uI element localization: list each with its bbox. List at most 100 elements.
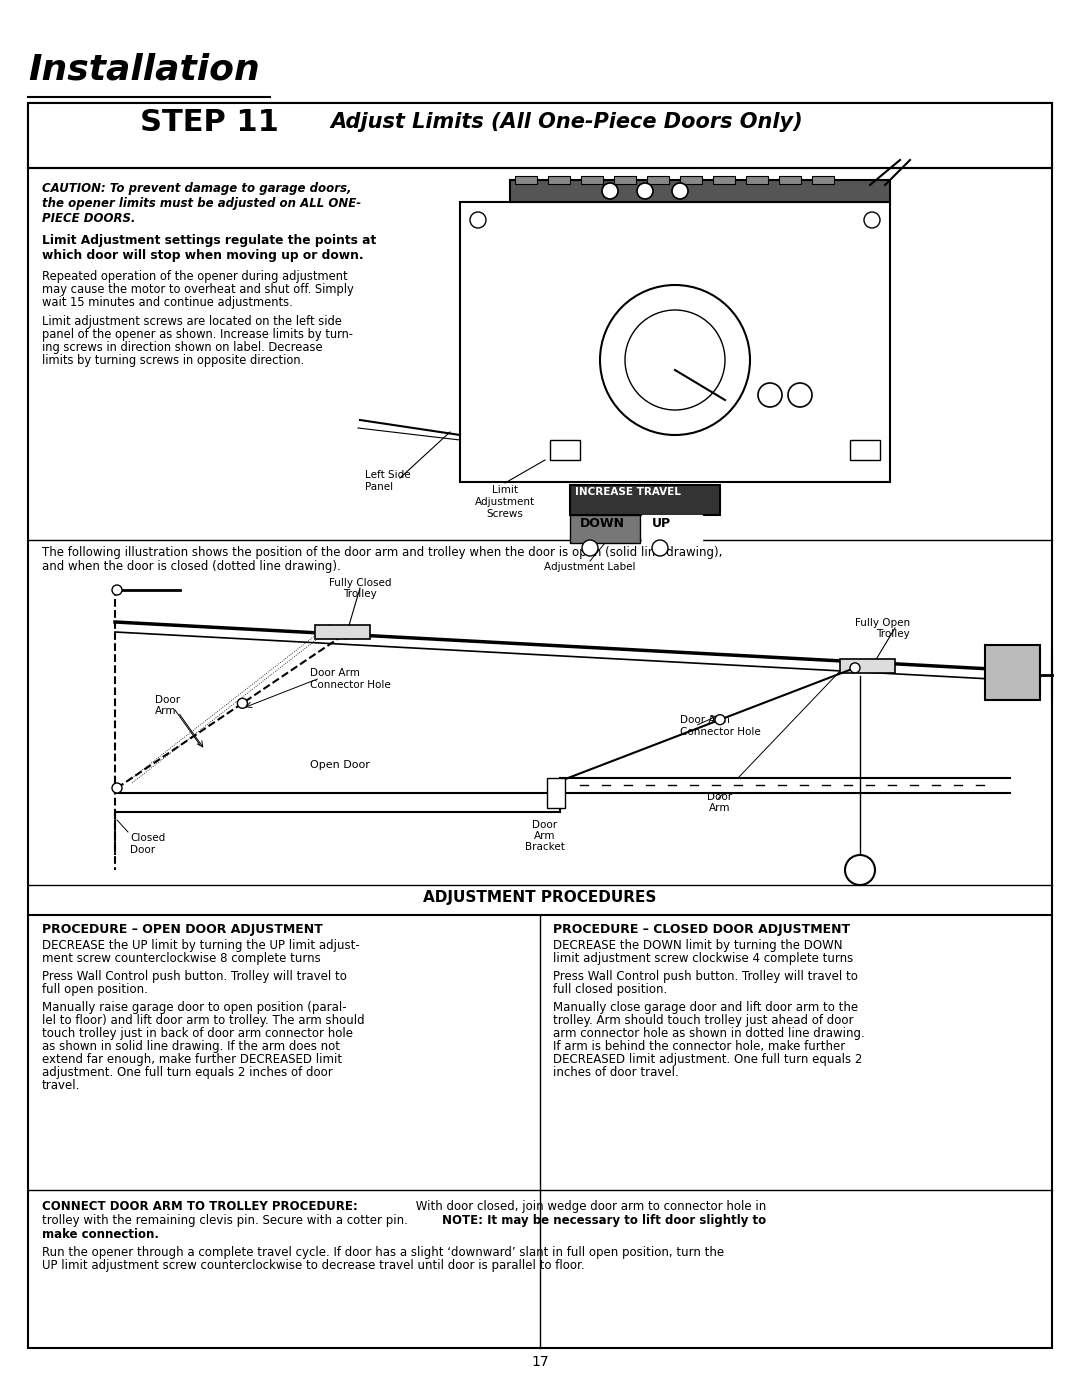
Text: Adjust Limits (All One-Piece Doors Only): Adjust Limits (All One-Piece Doors Only) <box>330 111 802 132</box>
Text: Manually raise garage door to open position (paral-: Manually raise garage door to open posit… <box>42 1001 347 1013</box>
Circle shape <box>864 212 880 228</box>
Text: The following illustration shows the position of the door arm and trolley when t: The following illustration shows the pos… <box>42 546 723 560</box>
Text: Trolley: Trolley <box>343 588 377 600</box>
Text: DECREASE the DOWN limit by turning the DOWN: DECREASE the DOWN limit by turning the D… <box>553 939 842 952</box>
Text: inches of door travel.: inches of door travel. <box>553 1066 678 1079</box>
Bar <box>570 485 720 516</box>
Text: CAUTION: To prevent damage to garage doors,: CAUTION: To prevent damage to garage doo… <box>42 182 351 195</box>
Text: Limit adjustment screws are located on the left side: Limit adjustment screws are located on t… <box>42 315 342 329</box>
Text: arm connector hole as shown in dotted line drawing.: arm connector hole as shown in dotted li… <box>553 1027 865 1040</box>
Bar <box>779 176 801 184</box>
Text: panel of the opener as shown. Increase limits by turn-: panel of the opener as shown. Increase l… <box>42 329 353 341</box>
Bar <box>515 176 537 184</box>
Text: Limit Adjustment settings regulate the points at: Limit Adjustment settings regulate the p… <box>42 234 376 248</box>
Text: may cause the motor to overheat and shut off. Simply: may cause the motor to overheat and shut… <box>42 283 354 296</box>
Bar <box>570 516 640 543</box>
Text: Door: Door <box>156 694 180 705</box>
Circle shape <box>602 183 618 199</box>
Text: the opener limits must be adjusted on ALL ONE-: the opener limits must be adjusted on AL… <box>42 197 361 210</box>
Bar <box>548 176 570 184</box>
Bar <box>550 440 580 461</box>
Text: Left Side: Left Side <box>365 470 410 480</box>
Circle shape <box>625 309 725 410</box>
Circle shape <box>788 384 812 407</box>
Text: NOTE: It may be necessary to lift door slightly to: NOTE: It may be necessary to lift door s… <box>442 1214 766 1226</box>
Bar <box>460 202 890 483</box>
Text: Door: Door <box>707 792 732 802</box>
Text: Closed: Closed <box>130 833 165 843</box>
Text: and when the door is closed (dotted line drawing).: and when the door is closed (dotted line… <box>42 560 341 573</box>
Bar <box>985 645 1040 700</box>
Text: Connector Hole: Connector Hole <box>310 681 391 690</box>
Text: DECREASE the UP limit by turning the UP limit adjust-: DECREASE the UP limit by turning the UP … <box>42 939 360 952</box>
Text: Run the opener through a complete travel cycle. If door has a slight ‘downward’ : Run the opener through a complete travel… <box>42 1246 724 1260</box>
Circle shape <box>112 584 122 595</box>
Text: trolley with the remaining clevis pin. Secure with a cotter pin.: trolley with the remaining clevis pin. S… <box>42 1214 411 1226</box>
Text: adjustment. One full turn equals 2 inches of door: adjustment. One full turn equals 2 inche… <box>42 1066 333 1079</box>
Text: Open Door: Open Door <box>310 760 369 770</box>
Text: Bracket: Bracket <box>525 842 565 852</box>
Text: PROCEDURE – OPEN DOOR ADJUSTMENT: PROCEDURE – OPEN DOOR ADJUSTMENT <box>42 923 323 936</box>
Circle shape <box>652 540 669 556</box>
Text: lel to floor) and lift door arm to trolley. The arm should: lel to floor) and lift door arm to troll… <box>42 1013 365 1027</box>
Circle shape <box>715 715 725 725</box>
Text: Adjustment Label: Adjustment Label <box>544 562 636 572</box>
Text: Fully Closed: Fully Closed <box>328 578 391 588</box>
Text: CONNECT DOOR ARM TO TROLLEY PROCEDURE:: CONNECT DOOR ARM TO TROLLEY PROCEDURE: <box>42 1200 357 1213</box>
Bar <box>746 176 768 184</box>
Text: Door Arm: Door Arm <box>310 668 360 678</box>
Circle shape <box>845 855 875 886</box>
Text: limits by turning screws in opposite direction.: limits by turning screws in opposite dir… <box>42 353 305 367</box>
Bar <box>840 659 895 672</box>
Bar <box>28 103 1052 168</box>
Circle shape <box>850 663 860 672</box>
Bar <box>546 778 565 808</box>
Text: ment screw counterclockwise 8 complete turns: ment screw counterclockwise 8 complete t… <box>42 951 321 965</box>
Text: Door: Door <box>532 820 557 830</box>
Text: Trolley: Trolley <box>876 628 910 639</box>
Bar <box>680 176 702 184</box>
Text: trolley. Arm should touch trolley just ahead of door: trolley. Arm should touch trolley just a… <box>553 1013 853 1027</box>
Text: touch trolley just in back of door arm connector hole: touch trolley just in back of door arm c… <box>42 1027 353 1040</box>
Text: Door: Door <box>130 846 156 855</box>
Text: INCREASE TRAVEL: INCREASE TRAVEL <box>575 487 680 496</box>
Text: PIECE DOORS.: PIECE DOORS. <box>42 212 135 226</box>
Bar <box>812 176 834 184</box>
Bar <box>850 440 880 461</box>
Text: DECREASED limit adjustment. One full turn equals 2: DECREASED limit adjustment. One full tur… <box>553 1053 862 1066</box>
Circle shape <box>672 183 688 199</box>
Circle shape <box>758 384 782 407</box>
Text: Screws: Screws <box>487 509 524 518</box>
Text: limit adjustment screw clockwise 4 complete turns: limit adjustment screw clockwise 4 compl… <box>553 951 853 965</box>
Text: Arm: Arm <box>710 803 731 813</box>
Text: which door will stop when moving up or down.: which door will stop when moving up or d… <box>42 249 364 263</box>
Text: Press Wall Control push button. Trolley will travel to: Press Wall Control push button. Trolley … <box>42 969 347 983</box>
Text: wait 15 minutes and continue adjustments.: wait 15 minutes and continue adjustments… <box>42 296 293 309</box>
Circle shape <box>112 782 122 793</box>
Text: Adjustment: Adjustment <box>475 496 535 507</box>
Text: Limit: Limit <box>492 485 518 495</box>
Text: full open position.: full open position. <box>42 983 148 996</box>
Text: extend far enough, make further DECREASED limit: extend far enough, make further DECREASE… <box>42 1053 342 1066</box>
Circle shape <box>637 183 653 199</box>
Text: ing screws in direction shown on label. Decrease: ing screws in direction shown on label. … <box>42 341 323 353</box>
Text: as shown in solid line drawing. If the arm does not: as shown in solid line drawing. If the a… <box>42 1040 340 1053</box>
Text: full closed position.: full closed position. <box>553 983 667 996</box>
Text: Door Arm: Door Arm <box>680 715 730 725</box>
Text: Panel: Panel <box>365 483 393 492</box>
Circle shape <box>238 698 247 708</box>
Text: Press Wall Control push button. Trolley will travel to: Press Wall Control push button. Trolley … <box>553 969 858 983</box>
Text: STEP 11: STEP 11 <box>140 109 279 138</box>
Text: travel.: travel. <box>42 1079 80 1092</box>
Bar <box>315 626 370 639</box>
Bar <box>713 176 735 184</box>
Circle shape <box>600 285 750 434</box>
Text: DOWN: DOWN <box>580 517 625 529</box>
Bar <box>581 176 603 184</box>
Bar <box>647 176 669 184</box>
Text: If arm is behind the connector hole, make further: If arm is behind the connector hole, mak… <box>553 1040 846 1053</box>
Text: Arm: Arm <box>535 830 556 842</box>
Text: 17: 17 <box>531 1354 549 1370</box>
Text: PROCEDURE – CLOSED DOOR ADJUSTMENT: PROCEDURE – CLOSED DOOR ADJUSTMENT <box>553 923 850 936</box>
Text: With door closed, join wedge door arm to connector hole in: With door closed, join wedge door arm to… <box>411 1200 766 1213</box>
